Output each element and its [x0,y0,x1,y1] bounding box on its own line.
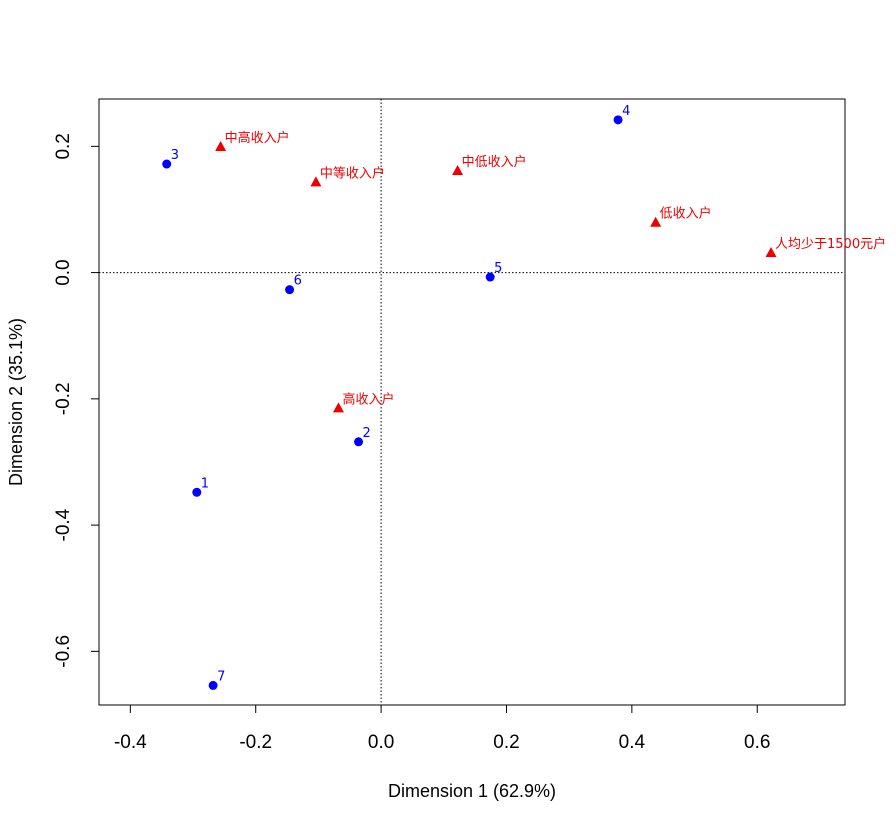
plot-frame [98,98,846,706]
column-point-marker [310,176,322,187]
column-point-marker [765,247,777,258]
row-point-label: 6 [294,274,302,289]
x-tick-label: 0.0 [368,732,394,753]
column-point-marker [332,402,344,413]
row-point-marker [613,115,623,125]
y-tick-label: 0.0 [53,259,74,285]
row-point-marker [208,680,218,690]
row-point-label: 5 [494,261,502,276]
y-tick-label: -0.6 [53,635,74,668]
x-tick-label: 0.2 [493,732,519,753]
row-point-marker [285,285,295,295]
x-tick-label: 0.6 [744,732,770,753]
y-tick-label: -0.4 [53,508,74,541]
column-point-marker [215,140,227,151]
row-point-label: 2 [363,426,371,441]
column-point-label: 中高收入户 [225,130,290,146]
row-point-label: 7 [217,669,225,684]
row-point-marker [485,272,495,282]
column-point-marker [650,216,662,227]
column-point-label: 人均少于1500元户 [775,236,886,252]
row-point-label: 3 [171,148,179,163]
x-axis-title: Dimension 1 (62.9%) [388,781,556,801]
row-point-marker [192,487,202,497]
reference-lines [99,99,845,705]
x-tick-label: -0.2 [239,732,272,753]
row-point-marker [354,437,364,447]
y-axis: -0.6 -0.4 -0.2 0.0 0.2 [53,133,99,668]
y-axis-title: Dimension 2 (35.1%) [6,318,26,486]
row-point-label: 1 [201,476,209,491]
y-tick-label: -0.2 [53,382,74,415]
column-point-label: 中等收入户 [320,165,385,181]
column-point-label: 中低收入户 [462,154,527,170]
y-tick-label: 0.2 [53,133,74,159]
column-point-label: 高收入户 [342,391,394,407]
x-tick-label: 0.4 [619,732,646,753]
column-point-marker [452,164,464,175]
x-axis: -0.4 -0.2 0.0 0.2 0.4 0.6 [114,705,770,753]
row-point-marker [162,159,172,169]
column-point-label: 低收入户 [660,206,712,222]
x-tick-label: -0.4 [114,732,147,753]
row-point-label: 4 [622,104,630,119]
